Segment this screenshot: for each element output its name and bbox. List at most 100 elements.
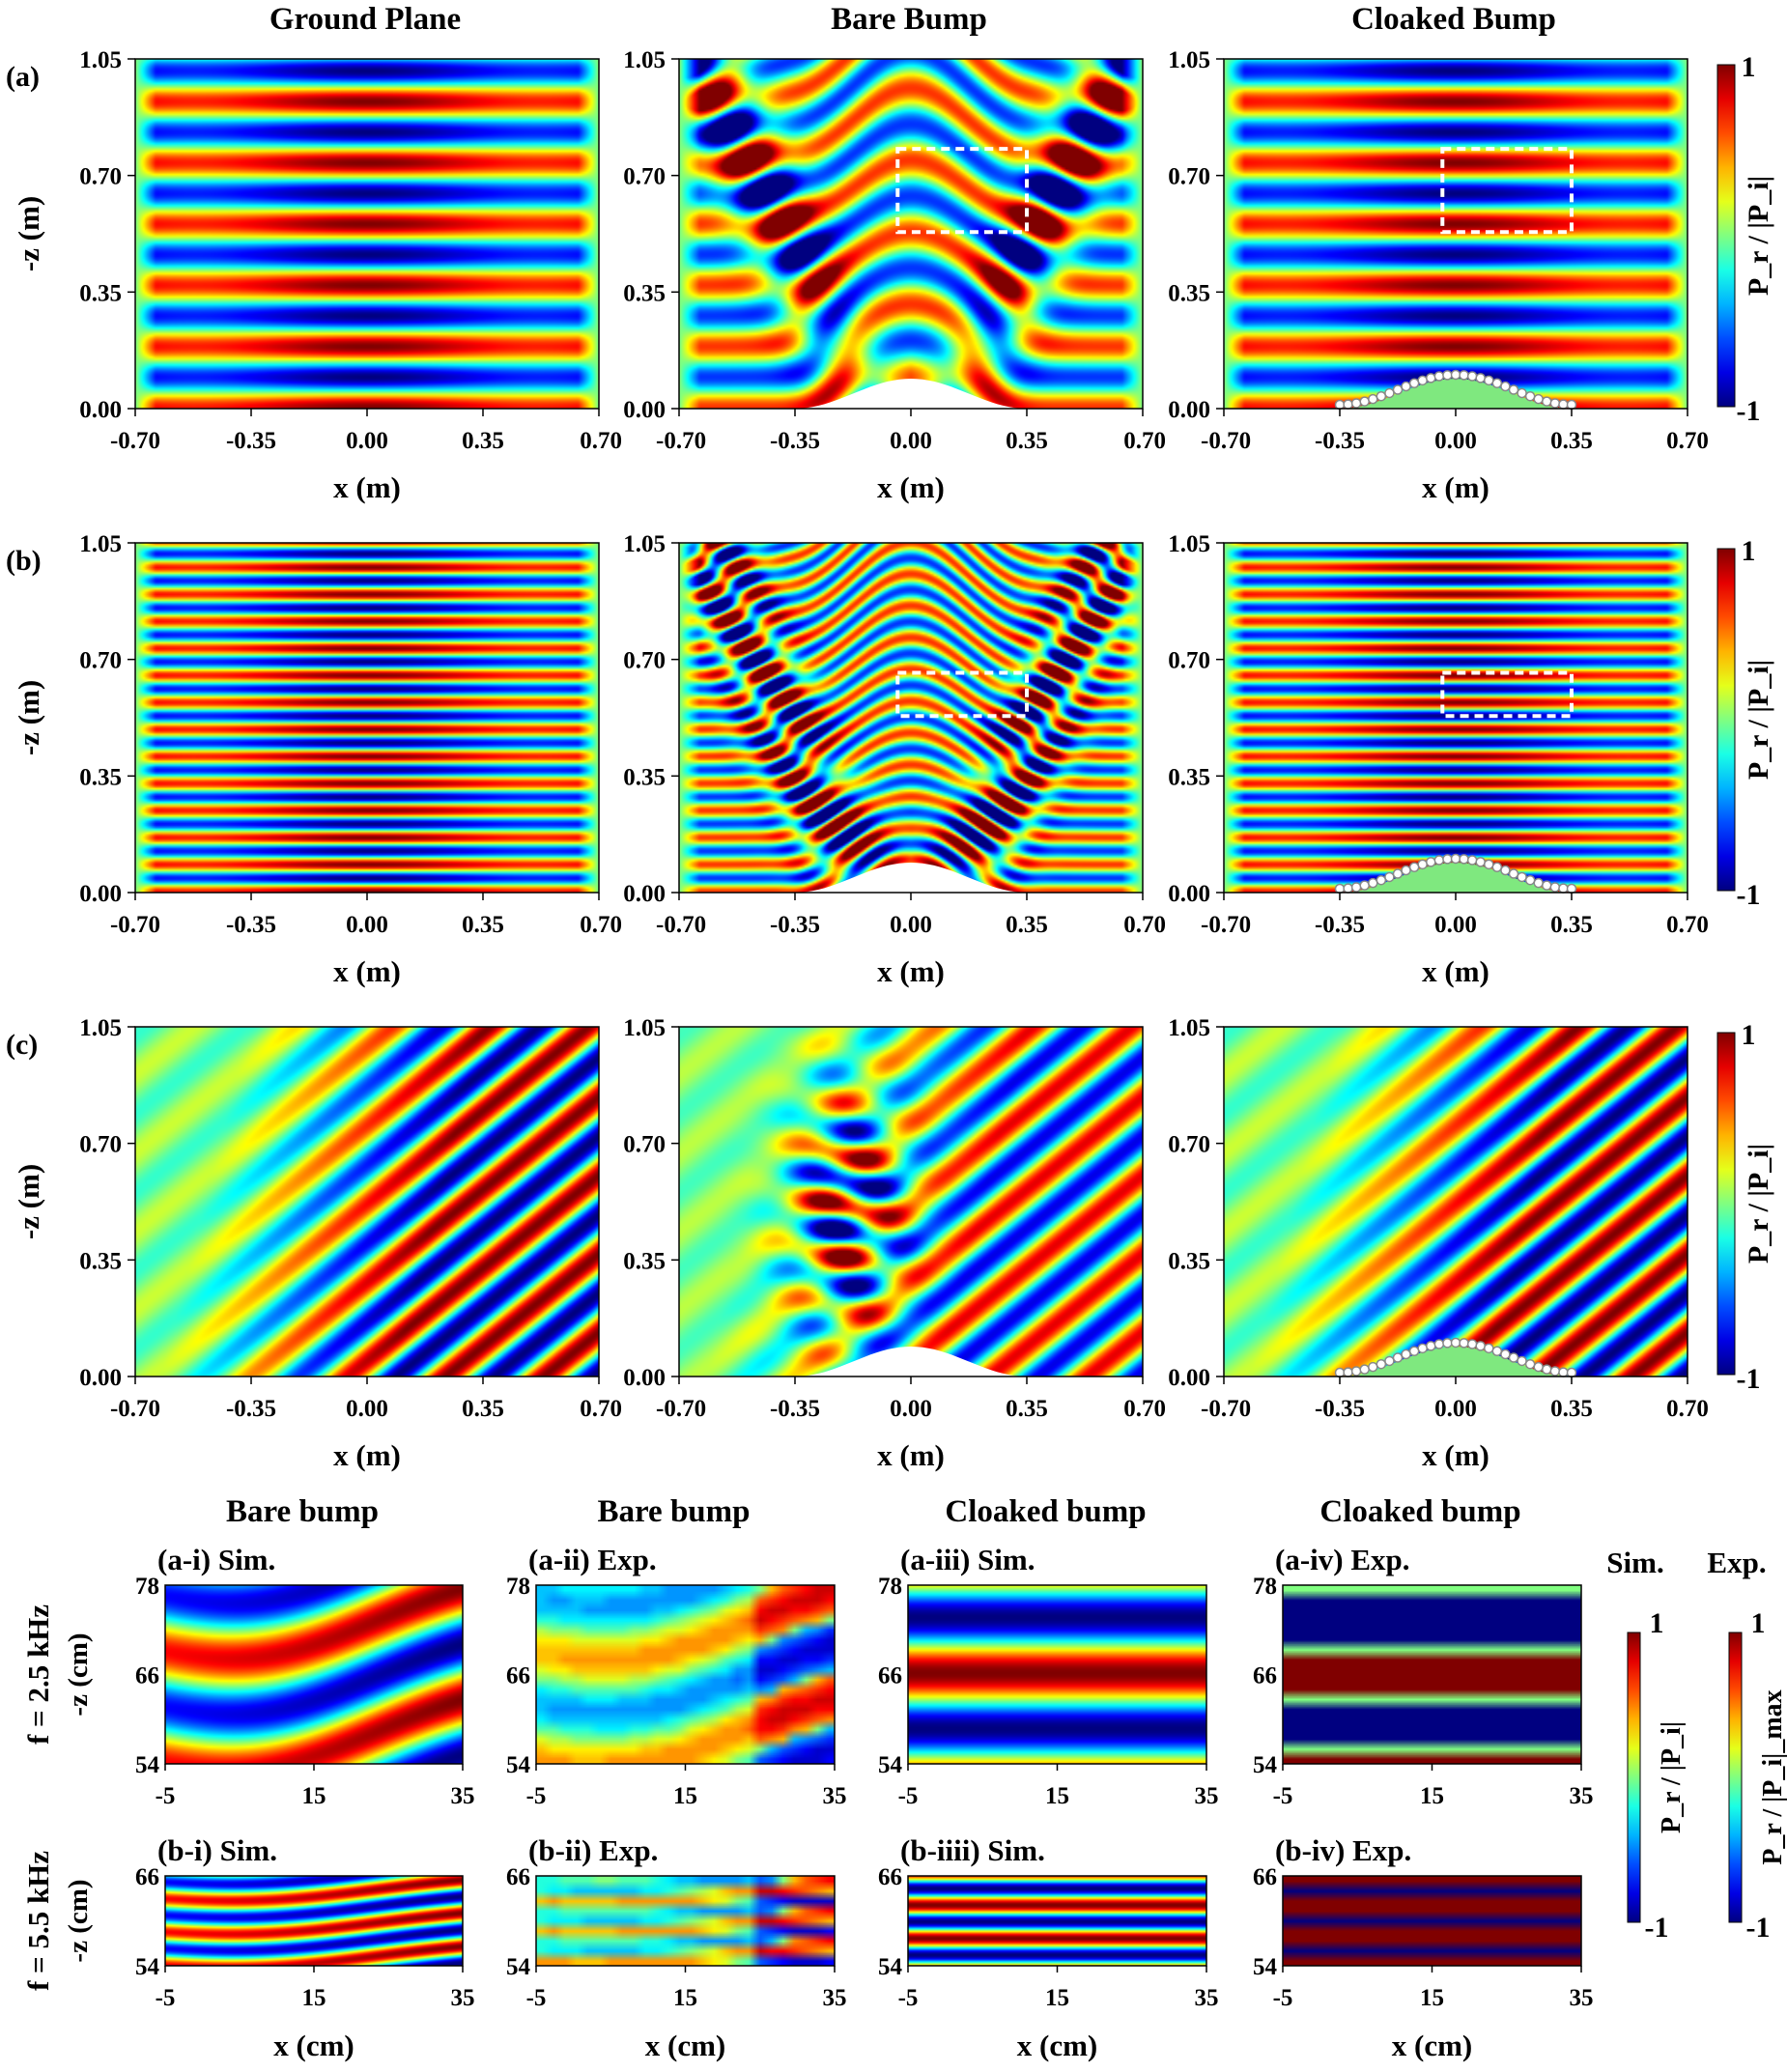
x-axis-label: x (m) bbox=[1422, 470, 1489, 504]
cloak-unit-marker bbox=[1484, 375, 1494, 386]
y-tick-label: 66 bbox=[506, 1663, 530, 1689]
colorbar-min-label: -1 bbox=[1737, 879, 1761, 911]
x-tick-label: 35 bbox=[1570, 1985, 1594, 2011]
row-label: (b) bbox=[6, 545, 42, 577]
x-tick-label: -0.35 bbox=[770, 912, 820, 938]
x-tick-label: 15 bbox=[1045, 1783, 1069, 1809]
colorbar bbox=[1716, 64, 1736, 408]
x-axis-label: x (m) bbox=[1422, 954, 1489, 988]
colorbar-min-label: -1 bbox=[1737, 1363, 1761, 1395]
y-tick-label: 78 bbox=[878, 1574, 902, 1600]
cloak-unit-marker bbox=[1433, 371, 1445, 382]
y-tick-label: 0.70 bbox=[623, 648, 666, 674]
y-tick-label: 0.35 bbox=[623, 764, 666, 790]
cloak-unit-marker bbox=[1408, 862, 1420, 873]
x-tick-label: 0.00 bbox=[1434, 1396, 1477, 1422]
y-tick-label: 54 bbox=[135, 1752, 160, 1778]
x-tick-label: -0.70 bbox=[656, 912, 706, 938]
x-tick-label: 0.00 bbox=[346, 428, 388, 454]
x-tick-label: -0.35 bbox=[1315, 1396, 1365, 1422]
colorbar-max-label: 1 bbox=[1742, 535, 1756, 567]
x-axis-label: x (m) bbox=[333, 470, 401, 504]
y-tick-label: 66 bbox=[506, 1864, 530, 1890]
cloak-unit-marker bbox=[1542, 1364, 1552, 1375]
y-tick-label: 66 bbox=[1253, 1864, 1277, 1890]
panel-label: (b-iv) Exp. bbox=[1275, 1833, 1411, 1867]
cloak-unit-marker bbox=[1334, 883, 1346, 894]
y-tick-label: 1.05 bbox=[623, 1015, 666, 1041]
cloaked-bump-shape bbox=[1340, 863, 1572, 893]
y-tick-label: 54 bbox=[878, 1954, 903, 1980]
cloak-unit-marker bbox=[1466, 371, 1478, 382]
cloak-unit-marker bbox=[1517, 387, 1527, 399]
panel-label: (b-i) Sim. bbox=[157, 1833, 277, 1867]
cloak-unit-marker bbox=[1558, 1367, 1569, 1377]
y-tick-label: 54 bbox=[878, 1752, 903, 1778]
colorbar bbox=[1716, 548, 1736, 892]
x-tick-label: 0.35 bbox=[1006, 428, 1048, 454]
x-tick-label: -5 bbox=[898, 1783, 919, 1809]
bare-bump-shape bbox=[795, 379, 1027, 409]
field-map bbox=[1224, 543, 1688, 893]
panel-label: (b-ii) Exp. bbox=[528, 1833, 658, 1867]
cloak-unit-marker bbox=[1384, 1355, 1395, 1367]
x-tick-label: 35 bbox=[1195, 1783, 1219, 1809]
x-tick-label: 15 bbox=[1420, 1783, 1444, 1809]
bottom-column-title: Bare bump bbox=[226, 1494, 379, 1529]
cloak-unit-marker bbox=[1368, 393, 1378, 405]
y-tick-label: 1.05 bbox=[79, 531, 122, 557]
y-tick-label: 0.35 bbox=[1168, 1248, 1210, 1274]
y-tick-label: 0.00 bbox=[1168, 397, 1210, 423]
y-tick-label: 66 bbox=[1253, 1663, 1277, 1689]
field-map bbox=[1224, 1027, 1688, 1377]
x-tick-label: 0.00 bbox=[346, 912, 388, 938]
panel-label: (a-i) Sim. bbox=[157, 1543, 275, 1576]
y-tick-label: 1.05 bbox=[1168, 1015, 1210, 1041]
cloak-unit-marker bbox=[1384, 871, 1395, 883]
cloak-unit-marker bbox=[1484, 1343, 1494, 1354]
field-map bbox=[135, 543, 599, 893]
y-tick-label: 0.70 bbox=[1168, 1132, 1210, 1158]
x-tick-label: 0.70 bbox=[1123, 428, 1166, 454]
sample-field-map bbox=[165, 1585, 463, 1764]
y-tick-label: 0.70 bbox=[623, 1132, 666, 1158]
y-tick-label: 66 bbox=[135, 1864, 159, 1890]
cloak-unit-marker bbox=[1350, 1366, 1362, 1377]
cloak-unit-marker bbox=[1392, 1352, 1404, 1363]
bare-bump-shape bbox=[795, 1347, 1027, 1377]
measurement-region-box bbox=[895, 147, 1029, 235]
x-tick-label: 0.35 bbox=[462, 428, 504, 454]
row-label: (a) bbox=[6, 61, 40, 93]
cloak-unit-marker bbox=[1459, 854, 1469, 865]
frequency-label: f = 2.5 kHz bbox=[21, 1604, 55, 1745]
y-tick-label: 54 bbox=[1253, 1954, 1278, 1980]
cloak-unit-marker bbox=[1459, 1338, 1469, 1348]
column-title: Ground Plane bbox=[269, 2, 461, 37]
x-tick-label: 0.35 bbox=[462, 912, 504, 938]
panel-label: (a-iii) Sim. bbox=[900, 1543, 1035, 1576]
cloak-unit-marker bbox=[1359, 1364, 1370, 1375]
x-tick-label: -0.70 bbox=[110, 1396, 160, 1422]
cloak-unit-marker bbox=[1558, 399, 1569, 410]
cloak-unit-marker bbox=[1466, 1339, 1478, 1349]
cloak-unit-marker bbox=[1343, 1367, 1353, 1377]
colorbar-title: P_r / |P_i| bbox=[1743, 660, 1774, 780]
cloak-unit-marker bbox=[1566, 1367, 1577, 1378]
y-axis-label: -z (cm) bbox=[63, 1632, 94, 1716]
y-tick-label: 0.70 bbox=[1168, 648, 1210, 674]
cloak-unit-marker bbox=[1524, 874, 1536, 886]
x-tick-label: -5 bbox=[1273, 1783, 1293, 1809]
sample-field-map bbox=[1283, 1876, 1581, 1966]
sample-field-map bbox=[165, 1876, 463, 1966]
colorbar-min-label: -1 bbox=[1737, 395, 1761, 427]
cloak-unit-marker bbox=[1401, 1348, 1411, 1360]
cloak-unit-marker bbox=[1491, 378, 1503, 389]
cloak-unit-marker bbox=[1442, 854, 1453, 865]
x-tick-label: -0.70 bbox=[110, 428, 160, 454]
y-tick-label: 0.35 bbox=[623, 1248, 666, 1274]
x-tick-label: -0.70 bbox=[110, 912, 160, 938]
y-tick-label: 0.00 bbox=[1168, 1365, 1210, 1391]
panel-label: (b-iiii) Sim. bbox=[900, 1833, 1045, 1867]
cloak-unit-marker bbox=[1417, 859, 1428, 870]
x-tick-label: -0.35 bbox=[226, 428, 276, 454]
